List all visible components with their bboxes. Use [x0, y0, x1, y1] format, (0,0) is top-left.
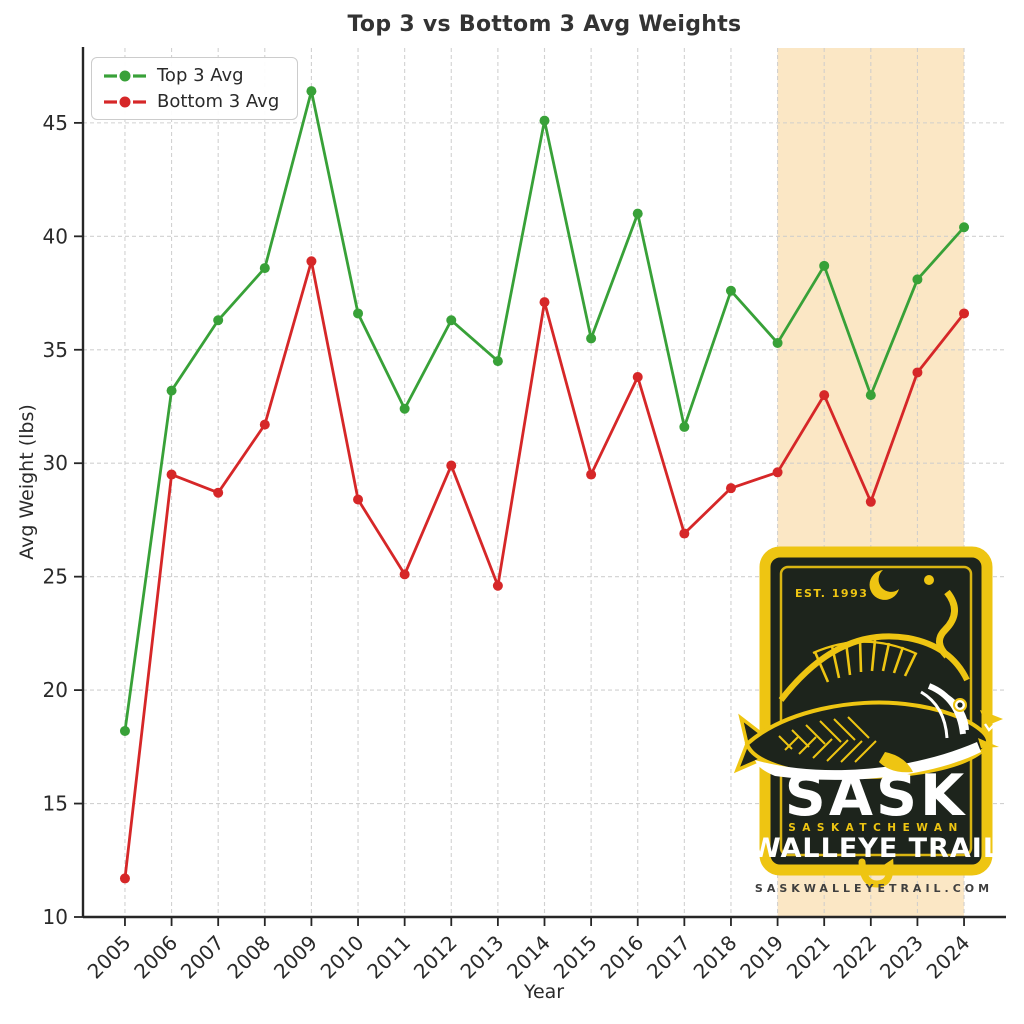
x-tick-label: 2013	[455, 931, 508, 984]
logo-est-text: EST. 1993	[795, 587, 868, 600]
data-point	[586, 333, 597, 344]
data-point	[819, 260, 830, 271]
fish-back-arc	[778, 633, 970, 702]
data-point	[586, 469, 597, 480]
data-point	[353, 308, 364, 319]
legend: Top 3 Avg Bottom 3 Avg	[91, 57, 299, 120]
data-point	[725, 285, 736, 296]
data-point	[446, 460, 457, 471]
y-tick-label: 35	[43, 338, 68, 362]
data-point	[632, 208, 643, 219]
logo-walleye-trail-text: WALLEYE TRAIL	[751, 833, 1001, 864]
x-tick-label: 2010	[316, 931, 369, 984]
data-point	[679, 421, 690, 432]
data-point	[492, 580, 503, 591]
data-point	[772, 337, 783, 348]
x-tick-label: 2014	[502, 931, 555, 984]
data-point	[119, 725, 130, 736]
data-point	[306, 256, 317, 267]
x-tick-label: 2024	[922, 931, 975, 984]
x-tick-label: 2016	[595, 931, 648, 984]
x-tick-label: 2015	[549, 931, 602, 984]
data-point	[353, 494, 364, 505]
data-point	[725, 483, 736, 494]
y-tick-label: 40	[43, 224, 68, 248]
y-tick-label: 10	[43, 905, 68, 929]
data-point	[632, 371, 643, 382]
data-point	[772, 467, 783, 478]
data-point	[213, 315, 224, 326]
data-point	[399, 569, 410, 580]
data-point	[446, 315, 457, 326]
data-point	[492, 356, 503, 367]
legend-marker-bottom3-icon	[104, 96, 146, 107]
legend-label-top3: Top 3 Avg	[157, 65, 244, 86]
x-tick-label: 2006	[129, 931, 182, 984]
x-tick-label: 2011	[362, 931, 415, 984]
legend-item-bottom3: Bottom 3 Avg	[103, 91, 279, 112]
crescent-decoration	[869, 570, 899, 600]
data-point	[539, 115, 550, 126]
data-point	[259, 263, 270, 274]
data-point	[865, 496, 876, 507]
legend-marker-top3-icon	[104, 70, 146, 81]
badge: EST. 1993	[733, 546, 1004, 888]
x-tick-label: 2012	[409, 931, 462, 984]
y-axis-label: Avg Weight (lbs)	[16, 404, 38, 560]
logo-website-text: SASKWALLEYETRAIL.COM	[755, 882, 993, 895]
chart-title: Top 3 vs Bottom 3 Avg Weights	[347, 12, 742, 37]
fish-hook-icon	[858, 858, 894, 888]
y-tick-label: 15	[43, 792, 68, 816]
data-point	[819, 390, 830, 401]
x-tick-label: 2005	[83, 931, 136, 984]
x-tick-label: 2023	[875, 931, 928, 984]
x-tick-label: 2021	[782, 931, 835, 984]
legend-item-top3: Top 3 Avg	[103, 65, 279, 86]
data-point	[399, 403, 410, 414]
data-point	[912, 274, 923, 285]
data-point	[679, 528, 690, 539]
x-tick-label: 2007	[176, 931, 229, 984]
data-point	[213, 487, 224, 498]
data-point	[959, 308, 970, 319]
y-tick-label: 30	[43, 451, 68, 475]
dorsal-fin-icon	[813, 639, 918, 683]
data-point	[912, 367, 923, 378]
logo-sask-text: SASK	[785, 763, 967, 829]
x-tick-label: 2018	[689, 931, 742, 984]
data-point	[259, 419, 270, 430]
data-point	[539, 297, 550, 308]
x-tick-label: 2022	[828, 931, 881, 984]
x-axis-label: Year	[523, 981, 565, 1003]
data-point	[166, 385, 177, 396]
data-point	[959, 222, 970, 233]
data-point	[865, 390, 876, 401]
data-point	[166, 469, 177, 480]
x-tick-label: 2009	[269, 931, 322, 984]
sask-walleye-trail-logo: EST. 1993	[733, 546, 1004, 895]
walleye-fish-icon	[733, 683, 1004, 780]
y-tick-label: 45	[43, 111, 68, 135]
y-tick-label: 20	[43, 678, 68, 702]
data-point	[119, 873, 130, 884]
data-point	[306, 86, 317, 97]
x-tick-label: 2008	[222, 931, 275, 984]
logo-saskatchewan-text: SASKATCHEWAN	[788, 822, 964, 834]
legend-label-bottom3: Bottom 3 Avg	[157, 91, 280, 112]
x-tick-label: 2017	[642, 931, 695, 984]
x-tick-label: 2019	[735, 931, 788, 984]
y-tick-label: 25	[43, 565, 68, 589]
